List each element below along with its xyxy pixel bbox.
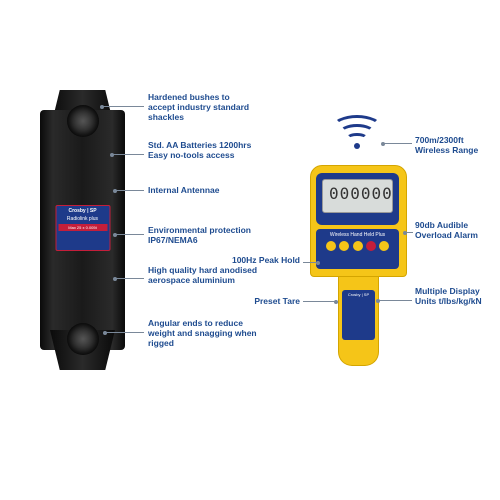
lead-environmental bbox=[115, 234, 144, 235]
lead-batteries bbox=[112, 154, 144, 155]
loadcell-label-plate: Crosby | SP Radiolink plus Max 25 x 0.00… bbox=[55, 205, 110, 251]
loadcell-product: Crosby | SP Radiolink plus Max 25 x 0.00… bbox=[40, 90, 125, 370]
handheld-brand: Crosby | SP bbox=[344, 292, 373, 297]
handheld-btn-3 bbox=[353, 241, 363, 251]
lead-overload-alarm bbox=[405, 232, 413, 233]
callout-preset-tare: Preset Tare bbox=[200, 296, 300, 306]
infographic-container: Crosby | SP Radiolink plus Max 25 x 0.00… bbox=[0, 0, 500, 500]
loadcell-bottom-bush bbox=[67, 323, 99, 355]
handheld-display: 000000 bbox=[322, 179, 393, 213]
handheld-title: Wireless Hand Held Plus bbox=[319, 232, 396, 238]
callout-batteries: Std. AA Batteries 1200hrs Easy no-tools … bbox=[148, 140, 258, 160]
handheld-btn-1 bbox=[326, 241, 336, 251]
callout-bushes: Hardened bushes to accept industry stand… bbox=[148, 92, 258, 123]
lead-antennae bbox=[115, 190, 144, 191]
callout-environmental: Environmental protection IP67/NEMA6 bbox=[148, 225, 258, 245]
lead-wireless-range bbox=[383, 143, 412, 144]
handheld-handle-label: Crosby | SP bbox=[342, 290, 375, 340]
callout-aluminium: High quality hard anodised aerospace alu… bbox=[148, 265, 258, 285]
loadcell-top-bush bbox=[67, 105, 99, 137]
lead-aluminium bbox=[115, 278, 144, 279]
callout-antennae: Internal Antennae bbox=[148, 185, 258, 195]
callout-display-units: Multiple Display Units t/lbs/kg/kN bbox=[415, 286, 495, 306]
lead-peak-hold bbox=[303, 262, 318, 263]
lead-display-units bbox=[378, 300, 412, 301]
handheld-btn-2 bbox=[339, 241, 349, 251]
lead-preset-tare bbox=[303, 301, 336, 302]
loadcell-name: Radiolink plus bbox=[58, 216, 107, 222]
loadcell-capacity: Max 25 x 0.005t bbox=[58, 224, 107, 231]
handheld-btn-5 bbox=[379, 241, 389, 251]
callout-angular: Angular ends to reduce weight and snaggi… bbox=[148, 318, 258, 349]
handheld-handle: Crosby | SP bbox=[338, 270, 379, 366]
handheld-btn-4 bbox=[366, 241, 376, 251]
lead-angular bbox=[105, 332, 144, 333]
loadcell-brand: Crosby | SP bbox=[58, 208, 107, 214]
lead-bushes bbox=[102, 106, 144, 107]
callout-overload-alarm: 90db Audible Overload Alarm bbox=[415, 220, 495, 240]
callout-peak-hold: 100Hz Peak Hold bbox=[200, 255, 300, 265]
callout-wireless-range: 700m/2300ft Wireless Range bbox=[415, 135, 495, 155]
handheld-product: Crosby | SP 000000 Wireless Hand Held Pl… bbox=[310, 165, 405, 365]
wireless-icon bbox=[332, 115, 382, 155]
handheld-button-panel: Wireless Hand Held Plus bbox=[316, 229, 399, 269]
